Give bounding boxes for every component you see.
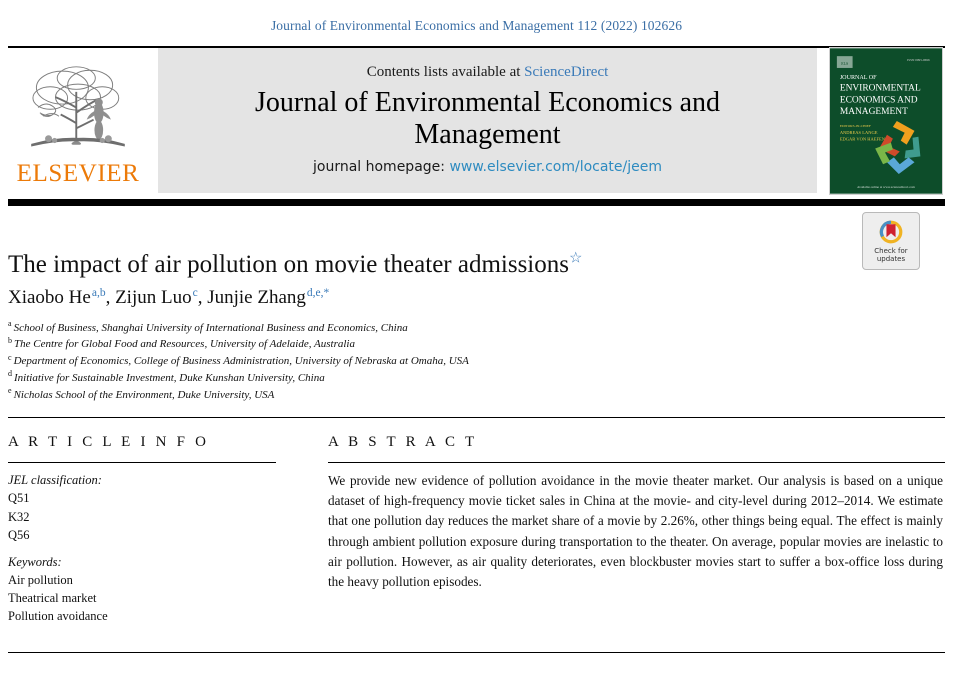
paper-title-text: The impact of air pollution on movie the… (8, 251, 569, 278)
affiliation-item: b The Centre for Global Food and Resource… (8, 336, 945, 353)
author-entry: Xiaobo Hea,b (8, 287, 106, 308)
abstract-text: We provide new evidence of pollution avo… (328, 473, 943, 589)
page-bottom-rule (8, 652, 945, 653)
journal-cover: ELS ISSN 0095-0696 JOURNAL OF ENVIRONMEN… (827, 46, 945, 195)
svg-text:EDITORS-IN-CHIEF: EDITORS-IN-CHIEF (840, 123, 871, 127)
author-entry: Junjie Zhangd,e,* (207, 287, 329, 308)
svg-text:ANDREAS LANGE: ANDREAS LANGE (840, 129, 878, 134)
publisher-logo: ELSEVIER (8, 48, 148, 193)
article-info-heading: A R T I C L E I N F O (8, 434, 210, 451)
jel-classification-label: JEL classification: (8, 473, 102, 488)
title-footnote-marker: ☆ (569, 250, 583, 267)
author-name: Zijun Luo (115, 287, 192, 308)
affiliation-marker: e (8, 385, 12, 395)
affiliation-marker: a (8, 319, 12, 329)
affiliation-marker: c (8, 352, 12, 362)
svg-text:Available online at www.scienc: Available online at www.sciencedirect.co… (857, 184, 915, 188)
crossmark-label-line1: Check for (874, 246, 908, 255)
abstract-column: A B S T R A C T We provide new evidence … (308, 434, 945, 625)
svg-text:ECONOMICS AND: ECONOMICS AND (840, 95, 918, 105)
crossmark-badge[interactable]: Check for updates (862, 212, 920, 270)
article-info-column: A R T I C L E I N F O JEL classification… (8, 434, 308, 625)
svg-text:EDGAR VON HAEFEN: EDGAR VON HAEFEN (840, 136, 886, 141)
masthead-center: Contents lists available at ScienceDirec… (158, 48, 817, 193)
author-list: Xiaobo Hea,b, Zijun Luoc, Junjie Zhangd,… (8, 286, 945, 310)
article-header: Check for updates The impact of air poll… (8, 206, 945, 403)
article-info-rule (8, 462, 276, 464)
affiliation-text: Department of Economics, College of Busi… (13, 355, 469, 368)
journal-title: Journal of Environmental Economics and M… (255, 87, 720, 150)
abstract-heading: A B S T R A C T (328, 434, 478, 451)
jel-code: Q56 (8, 527, 30, 542)
journal-homepage-line: journal homepage: www.elsevier.com/locat… (313, 159, 662, 175)
spacer (8, 544, 308, 553)
svg-text:MANAGEMENT: MANAGEMENT (840, 107, 908, 117)
contents-available-line: Contents lists available at ScienceDirec… (367, 64, 609, 81)
keyword: Theatrical market (8, 591, 97, 606)
header-bottom-rule (8, 417, 945, 419)
affiliation-text: Initiative for Sustainable Investment, D… (14, 371, 325, 384)
svg-text:ELS: ELS (841, 62, 848, 66)
author-affiliation-marker: a,b (91, 286, 106, 299)
svg-text:ISSN 0095-0696: ISSN 0095-0696 (907, 58, 930, 62)
masthead-bottom-rule (8, 199, 945, 206)
crossmark-check-for-updates-icon (879, 220, 903, 244)
elsevier-tree-logo (31, 66, 125, 147)
affiliation-item: d Initiative for Sustainable Investment, … (8, 370, 945, 387)
keywords-label: Keywords: (8, 554, 62, 569)
keyword: Pollution avoidance (8, 609, 108, 624)
homepage-prefix: journal homepage: (312, 158, 450, 175)
keyword: Air pollution (8, 572, 73, 587)
running-head: Journal of Environmental Economics and M… (270, 18, 683, 33)
affiliation-text: School of Business, Shanghai University … (13, 321, 408, 334)
info-abstract-section: A R T I C L E I N F O JEL classification… (8, 418, 945, 625)
contents-prefix: Contents lists available at (366, 64, 525, 81)
author-affiliation-marker: c (192, 286, 198, 299)
jel-code: K32 (8, 509, 30, 524)
abstract-rule (328, 462, 945, 464)
journal-cover-thumbnail: ELS ISSN 0095-0696 JOURNAL OF ENVIRONMEN… (829, 46, 943, 195)
author-separator: , (197, 287, 208, 308)
author-name: Xiaobo He (8, 287, 91, 308)
journal-homepage-link[interactable]: www.elsevier.com/locate/jeem (449, 158, 662, 175)
affiliation-marker: b (8, 335, 12, 345)
page-title: The impact of air pollution on movie the… (8, 250, 945, 280)
crossmark-label: Check for updates (874, 247, 907, 263)
sciencedirect-link[interactable]: ScienceDirect (524, 64, 609, 81)
author-affiliation-marker: d,e,* (306, 286, 330, 299)
svg-text:JOURNAL OF: JOURNAL OF (840, 74, 877, 80)
author-entry: Zijun Luoc (115, 287, 198, 308)
author-name: Junjie Zhang (207, 287, 306, 308)
crossmark-label-line2: updates (876, 255, 906, 263)
author-separator: , (105, 287, 116, 308)
jel-code: Q51 (8, 491, 30, 506)
affiliation-item: a School of Business, Shanghai University… (8, 320, 945, 337)
svg-text:ENVIRONMENTAL: ENVIRONMENTAL (840, 83, 921, 93)
affiliation-item: c Department of Economics, College of Bus… (8, 353, 945, 370)
elsevier-wordmark: ELSEVIER (16, 160, 140, 187)
affiliation-text: Nicholas School of the Environment, Duke… (13, 388, 275, 401)
affiliation-text: The Centre for Global Food and Resources… (14, 338, 355, 351)
affiliation-item: e Nicholas School of the Environment, Duk… (8, 385, 945, 404)
affiliation-marker: d (8, 369, 12, 379)
affiliation-list: a School of Business, Shanghai University… (8, 320, 945, 404)
journal-masthead: ELSEVIER Contents lists available at Sci… (8, 46, 945, 195)
